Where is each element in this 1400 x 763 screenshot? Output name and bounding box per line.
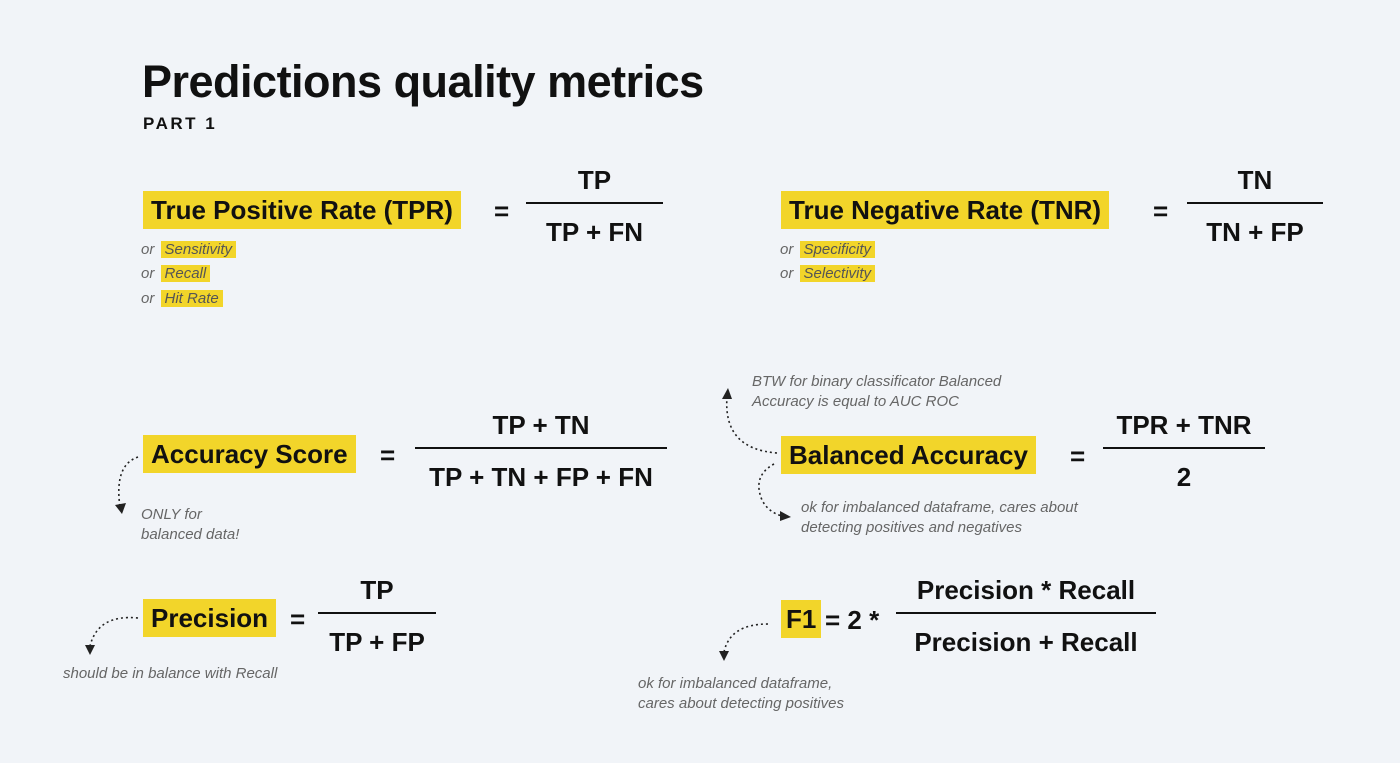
balanced-label: Balanced Accuracy bbox=[781, 436, 1036, 474]
accuracy-label: Accuracy Score bbox=[143, 435, 356, 473]
page-subtitle: PART 1 bbox=[143, 114, 218, 133]
tnr-equals: = bbox=[1153, 196, 1169, 226]
f1-arrow-icon bbox=[719, 623, 769, 661]
tpr-label: True Positive Rate (TPR) bbox=[143, 191, 461, 229]
balanced-top-arrow-icon bbox=[722, 388, 778, 454]
alias-item: or Hit Rate bbox=[141, 288, 236, 309]
f1-fraction: Precision * Recall Precision + Recall bbox=[896, 575, 1156, 657]
accuracy-numerator: TP + TN bbox=[492, 410, 590, 440]
precision-equals: = bbox=[290, 604, 306, 634]
tnr-numerator: TN bbox=[1237, 165, 1273, 195]
tpr-fraction: TP TP + FN bbox=[526, 165, 663, 247]
f1-numerator: Precision * Recall bbox=[916, 575, 1136, 605]
balanced-note-bottom: ok for imbalanced dataframe, cares about… bbox=[801, 499, 1078, 536]
tpr-denominator: TP + FN bbox=[545, 217, 644, 247]
page-title: Predictions quality metrics bbox=[142, 56, 704, 107]
tpr-fraction-bar bbox=[526, 202, 663, 204]
f1-fraction-bar bbox=[896, 612, 1156, 614]
f1-denominator: Precision + Recall bbox=[914, 627, 1138, 657]
accuracy-fraction-bar bbox=[415, 447, 667, 449]
precision-denominator: TP + FP bbox=[329, 627, 425, 657]
balanced-fraction-bar bbox=[1103, 447, 1265, 449]
precision-numerator: TP bbox=[360, 575, 394, 605]
tnr-fraction: TN TN + FP bbox=[1187, 165, 1323, 247]
alias-item: or Specificity bbox=[780, 239, 876, 260]
tpr-equals: = bbox=[494, 196, 510, 226]
balanced-denominator: 2 bbox=[1176, 462, 1192, 492]
tpr-numerator: TP bbox=[577, 165, 612, 195]
balanced-fraction: TPR + TNR 2 bbox=[1103, 410, 1265, 492]
alias-item: or Sensitivity bbox=[141, 239, 237, 260]
precision-fraction: TP TP + FP bbox=[318, 575, 436, 657]
precision-note: should be in balance with Recall bbox=[63, 665, 278, 682]
tnr-label: True Negative Rate (TNR) bbox=[781, 191, 1110, 229]
tpr-aliases: or Sensitivity or Recall or Hit Rate bbox=[141, 239, 237, 309]
alias-item: or Selectivity bbox=[780, 263, 876, 284]
balanced-numerator: TPR + TNR bbox=[1116, 410, 1252, 440]
accuracy-note: ONLY for balanced data! bbox=[141, 506, 240, 543]
balanced-equals: = bbox=[1070, 441, 1086, 471]
f1-equals: = 2 * bbox=[825, 605, 880, 635]
accuracy-fraction: TP + TN TP + TN + FP + FN bbox=[415, 410, 667, 492]
precision-fraction-bar bbox=[318, 612, 436, 614]
tnr-aliases: or Specificity or Selectivity bbox=[780, 239, 876, 284]
tnr-fraction-bar bbox=[1187, 202, 1323, 204]
balanced-note-top: BTW for binary classificator Balanced Ac… bbox=[752, 373, 1002, 410]
alias-item: or Recall bbox=[141, 263, 236, 284]
accuracy-arrow-icon bbox=[115, 456, 139, 514]
balanced-bottom-arrow-icon bbox=[758, 463, 791, 521]
f1-note: ok for imbalanced dataframe, cares about… bbox=[638, 675, 844, 712]
precision-label: Precision bbox=[143, 599, 277, 637]
precision-arrow-icon bbox=[85, 616, 139, 655]
accuracy-denominator: TP + TN + FP + FN bbox=[429, 462, 653, 492]
accuracy-equals: = bbox=[380, 440, 396, 470]
f1-label: F1 bbox=[781, 600, 822, 638]
tnr-denominator: TN + FP bbox=[1206, 217, 1304, 247]
